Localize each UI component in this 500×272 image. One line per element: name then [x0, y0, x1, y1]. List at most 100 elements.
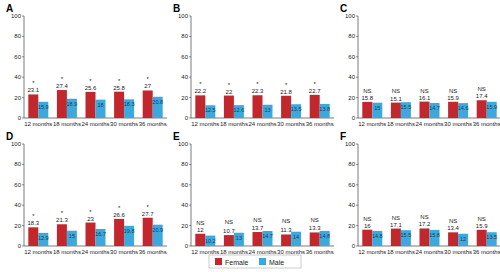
- bar: [224, 96, 234, 118]
- bar: [114, 219, 124, 246]
- annotation: NS: [420, 88, 428, 94]
- annotation: *: [228, 82, 231, 88]
- data-label: 21.3: [56, 217, 68, 223]
- data-label: 22.2: [194, 88, 206, 94]
- data-label: 11.3: [280, 227, 292, 233]
- y-tick-label: 80: [14, 161, 21, 167]
- bars: [195, 231, 329, 246]
- annotation: *: [118, 205, 121, 211]
- y-tick-label: 100: [11, 13, 22, 19]
- x-tick-label: 18 months: [220, 249, 248, 255]
- bar: [253, 232, 263, 246]
- annotation: *: [314, 81, 317, 87]
- data-label: 14.8: [372, 233, 383, 239]
- annotation: *: [199, 81, 202, 87]
- legend: FemaleMale: [209, 255, 301, 268]
- legend-swatch: [215, 258, 222, 265]
- x-tick-label: 12 months: [24, 249, 52, 255]
- y-tick-label: 100: [11, 141, 22, 147]
- data-label: 15.8: [361, 95, 373, 101]
- bar: [28, 227, 38, 246]
- bars: [362, 100, 496, 118]
- data-label: 19.8: [124, 228, 135, 234]
- data-label: 20.9: [152, 227, 163, 233]
- bar: [281, 96, 291, 118]
- data-label: 12: [460, 236, 466, 242]
- data-label: 14.8: [319, 233, 330, 239]
- data-label: 15.5: [401, 104, 412, 110]
- annotation: *: [89, 209, 92, 215]
- annotation: *: [256, 81, 259, 87]
- bar: [320, 104, 330, 118]
- bar: [195, 234, 205, 246]
- y-tick-label: 0: [185, 115, 189, 121]
- data-label: 27.4: [56, 83, 68, 89]
- data-label: 13.5: [486, 234, 497, 240]
- data-label: 12.5: [205, 107, 216, 113]
- panel: F0204060801001614.8NS17.115.5NS17.215.8N…: [340, 131, 500, 255]
- data-label: 15.1: [390, 96, 402, 102]
- y-tick-label: 60: [14, 54, 21, 60]
- panel: B02040608010022.212.5*2212.6*22.313*21.8…: [173, 3, 334, 127]
- data-label: 22.7: [309, 88, 321, 94]
- y-tick-label: 0: [185, 243, 189, 249]
- data-label: 16: [364, 223, 371, 229]
- bar: [114, 92, 124, 118]
- bar: [362, 230, 372, 246]
- x-tick-label: 18 months: [220, 121, 248, 127]
- y-axis: [358, 144, 359, 246]
- data-label: 22.3: [252, 88, 264, 94]
- bar: [96, 100, 106, 118]
- x-tick-label: 36 months: [306, 121, 334, 127]
- bar: [372, 231, 382, 246]
- y-tick-label: 40: [14, 74, 21, 80]
- data-label: 16.1: [419, 95, 431, 101]
- bars: [28, 218, 162, 246]
- data-label: 25.8: [113, 85, 125, 91]
- y-tick-label: 100: [345, 13, 356, 19]
- annotation: NS: [449, 218, 457, 224]
- bar: [224, 235, 234, 246]
- annotation: NS: [282, 218, 290, 224]
- labels: 23.115.9*27.418.9*25.618*25.818.3*2720.8…: [27, 76, 163, 110]
- y-tick-label: 60: [14, 182, 21, 188]
- x-tick-label: 30 months: [110, 121, 138, 127]
- y-tick-label: 40: [14, 202, 21, 208]
- x-tick-label: 12 months: [358, 121, 386, 127]
- x-tick-label: 24 months: [415, 249, 443, 255]
- data-label: 15: [374, 105, 380, 111]
- annotation: NS: [363, 88, 371, 94]
- bar: [281, 234, 291, 246]
- x-tick-label: 24 months: [81, 249, 109, 255]
- data-label: 22: [226, 89, 233, 95]
- data-label: 25.6: [85, 85, 97, 91]
- data-label: 15.9: [476, 223, 488, 229]
- y-tick-label: 0: [352, 115, 356, 121]
- y-axis: [24, 144, 25, 246]
- x-tick-label: 36 months: [473, 249, 500, 255]
- figure: A02040608010023.115.9*27.418.9*25.618*25…: [0, 0, 500, 272]
- legend-label: Female: [225, 259, 248, 266]
- y-tick-label: 80: [348, 161, 355, 167]
- bar: [458, 103, 468, 118]
- bar: [310, 95, 320, 118]
- data-label: 14.6: [458, 105, 469, 111]
- bar: [362, 102, 372, 118]
- bar: [263, 231, 273, 246]
- bar: [487, 232, 497, 246]
- data-label: 27.7: [142, 211, 154, 217]
- data-label: 13.4: [447, 225, 459, 231]
- data-label: 13.3: [309, 225, 321, 231]
- annotation: *: [89, 78, 92, 84]
- bar: [430, 230, 440, 246]
- y-tick-label: 60: [348, 54, 355, 60]
- annotation: *: [32, 213, 35, 219]
- y-axis: [358, 16, 359, 118]
- data-label: 13.8: [319, 106, 330, 112]
- bar: [477, 230, 487, 246]
- x-tick-label: 30 months: [277, 249, 305, 255]
- x-tick-label: 12 months: [191, 249, 219, 255]
- bar: [28, 94, 38, 118]
- data-label: 10.2: [205, 238, 216, 244]
- bar: [153, 97, 163, 118]
